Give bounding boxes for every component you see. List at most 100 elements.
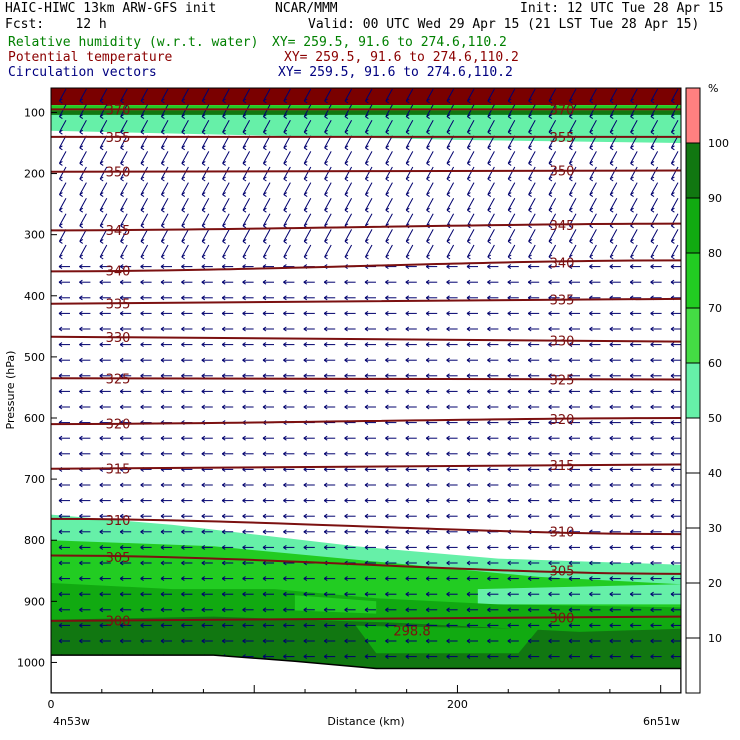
wind-vector (670, 229, 679, 244)
wind-vector (466, 388, 478, 394)
wind-vector (222, 88, 230, 104)
wind-vector (160, 404, 172, 410)
wind-vector (487, 451, 499, 457)
wind-vector (221, 560, 234, 566)
wind-vector (262, 104, 271, 120)
wind-vector (609, 544, 621, 550)
wind-vector (568, 244, 577, 260)
wind-vector (242, 607, 254, 613)
wind-vector (242, 104, 251, 120)
wind-vector (364, 466, 376, 472)
wind-vector (323, 544, 336, 550)
wind-vector (650, 451, 662, 457)
wind-vector (568, 622, 580, 628)
wind-vector (487, 466, 499, 472)
wind-vector (609, 264, 621, 270)
wind-vector (446, 435, 458, 441)
wind-vector (385, 182, 393, 198)
wind-vector (527, 279, 540, 285)
wind-vector (181, 435, 193, 441)
wind-vector (487, 560, 499, 566)
wind-vector (58, 295, 70, 301)
wind-vector (650, 119, 659, 135)
wind-vector (364, 404, 376, 410)
wind-vector (201, 197, 210, 213)
wind-vector (650, 622, 662, 628)
wind-vector (589, 482, 601, 488)
wind-vector (99, 166, 108, 182)
wind-vector (99, 591, 111, 597)
wind-vector (405, 295, 417, 301)
wind-vector (650, 591, 662, 597)
wind-vector (446, 513, 458, 519)
wind-vector (426, 229, 434, 244)
wind-vector (364, 310, 376, 316)
wind-vector (120, 104, 128, 120)
wind-vector (364, 326, 376, 332)
wind-vector (527, 264, 540, 270)
theta-contour-355: 355 355 (51, 131, 681, 146)
wind-vector (487, 638, 499, 644)
wind-vector (242, 197, 251, 213)
wind-vector (487, 357, 499, 363)
wind-vector (425, 544, 438, 550)
wind-vector (99, 388, 111, 394)
wind-vector (425, 295, 438, 301)
wind-vector (629, 482, 642, 488)
wind-vector (568, 310, 580, 316)
wind-vector (609, 342, 621, 348)
wind-vector (140, 279, 152, 285)
wind-vector (650, 342, 662, 348)
wind-vector (242, 622, 254, 628)
wind-vector (181, 638, 193, 644)
wind-vector (548, 435, 560, 441)
y-axis: 100 200 300 400 500 600 700 800 900 1000 (17, 106, 57, 669)
wind-vector (629, 498, 642, 504)
wind-vector (670, 420, 681, 426)
wind-vector (589, 388, 601, 394)
wind-vector (201, 404, 213, 410)
wind-vector (527, 373, 540, 379)
wind-vector (201, 607, 213, 613)
wind-vector (79, 451, 91, 457)
wind-vector (242, 388, 254, 394)
wind-vector (364, 622, 376, 628)
wind-vector (283, 607, 295, 613)
wind-vector (181, 513, 193, 519)
wind-vector (140, 166, 149, 182)
wind-vector (670, 638, 681, 644)
wind-vector (222, 166, 230, 182)
wind-vector (527, 654, 540, 660)
wind-vector (487, 119, 495, 135)
wind-vector (405, 560, 417, 566)
wind-vector (670, 182, 679, 198)
wind-vector (160, 295, 172, 301)
wind-vector (181, 622, 193, 628)
wind-vector (303, 544, 315, 550)
wind-vector (79, 560, 91, 566)
wind-vector (160, 373, 172, 379)
wind-vector (283, 166, 291, 182)
wind-vector (181, 104, 189, 120)
wind-vector (487, 373, 499, 379)
wind-vector (283, 342, 295, 348)
wind-vector (425, 622, 438, 628)
wind-vector (589, 576, 601, 582)
wind-vector (630, 229, 638, 244)
wind-vector (303, 326, 315, 332)
wind-vector (303, 435, 315, 441)
wind-vector (609, 104, 618, 120)
wind-vector (221, 513, 234, 519)
y-tick-label: 700 (24, 473, 45, 486)
init-time: Init: 12 UTC Tue 28 Apr 15 (520, 1, 724, 16)
wind-vector (405, 388, 417, 394)
wind-vector (364, 229, 373, 244)
wind-vector (527, 498, 540, 504)
wind-vector (181, 310, 193, 316)
wind-vector (507, 420, 519, 426)
wind-vector (466, 310, 478, 316)
wind-vector (201, 342, 213, 348)
wind-vector (201, 435, 213, 441)
wind-vector (527, 435, 540, 441)
